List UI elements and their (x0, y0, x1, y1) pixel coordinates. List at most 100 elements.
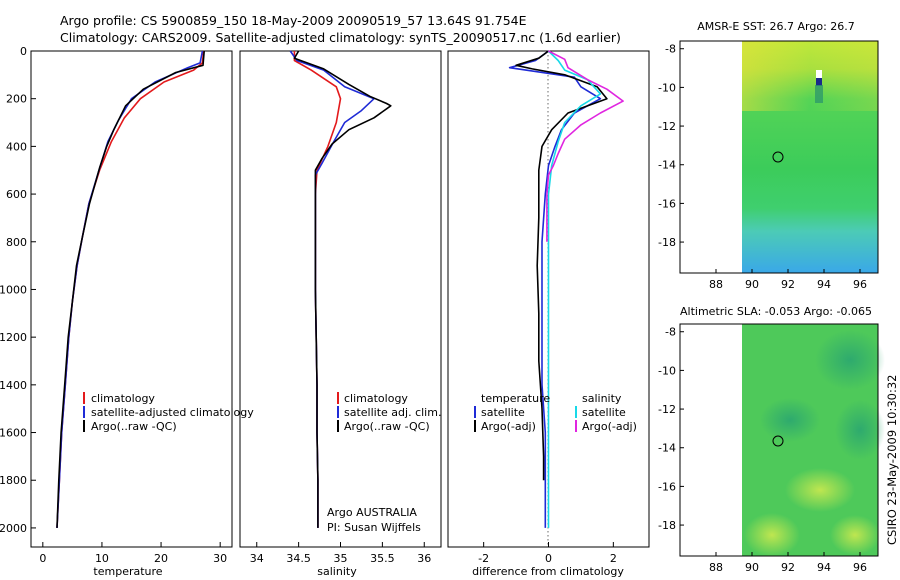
x-tick-label: 34 (250, 552, 264, 565)
x-tick-label: 2 (610, 552, 617, 565)
x-tick-label: 34.5 (286, 552, 311, 565)
temperature-x-axis: 0 10 20 30 (39, 542, 227, 565)
profile-location-marker (772, 435, 784, 447)
lon-tick-label: 92 (781, 561, 795, 574)
temperature-lines (56, 50, 205, 528)
sst-warm-overlay (742, 41, 878, 111)
legend-label-argo: Argo(..raw -QC) (91, 420, 177, 433)
depth-tick-label: 1800 (0, 474, 27, 487)
series-line-satellite-adj-clim (289, 50, 375, 528)
lat-tick-label: -16 (658, 480, 676, 493)
x-tick-label: -2 (478, 552, 489, 565)
temperature-axes-frame (30, 50, 233, 548)
lat-tick-label: -16 (658, 197, 676, 210)
sla-anomaly-patch (744, 513, 800, 557)
lat-tick-label: -12 (658, 120, 676, 133)
depth-axis: 0 200 400 600 800 1000 1200 1400 1600 1800 2000 (0, 45, 36, 535)
lon-tick-label: 96 (853, 278, 867, 291)
series-line-salinity-argo-adj (546, 50, 624, 242)
legend-label-temp-satellite: satellite (481, 406, 525, 419)
sla-lat-axis: -8 -10 -12 -14 -16 -18 (658, 326, 684, 532)
series-line-argo-raw-qc (56, 50, 205, 528)
difference-lines (508, 50, 624, 528)
series-line-satellite-adjusted-climatology (56, 50, 204, 528)
x-tick-label: 30 (213, 552, 227, 565)
difference-legend: temperature satellite Argo(-adj) salinit… (474, 392, 637, 433)
x-tick-label: 0 (545, 552, 552, 565)
lon-tick-label: 94 (817, 561, 831, 574)
depth-tick-label: 2000 (0, 522, 27, 535)
depth-tick-label: 200 (6, 93, 27, 106)
sst-map-title: AMSR-E SST: 26.7 Argo: 26.7 (697, 20, 855, 33)
series-line-salinity-satellite (547, 50, 602, 528)
x-tick-label: 20 (154, 552, 168, 565)
depth-tick-label: 1000 (0, 283, 27, 296)
lon-tick-label: 90 (745, 278, 759, 291)
legend-label-satellite: satellite-adjusted climatology (91, 406, 254, 419)
profile-location-marker (772, 151, 784, 163)
depth-tick-label: 0 (20, 45, 27, 58)
x-tick-label: 35 (334, 552, 348, 565)
side-timestamp-label: CSIRO 23-May-2009 10:30:32 (885, 375, 899, 546)
sst-axes-frame (679, 40, 879, 274)
sla-anomaly-patch (815, 330, 885, 390)
legend-label-argo: Argo(..raw -QC) (344, 420, 430, 433)
depth-tick-label: 1600 (0, 427, 27, 440)
difference-xlabel: difference from climatology (472, 565, 624, 578)
lat-tick-label: -12 (658, 403, 676, 416)
depth-tick-label: 600 (6, 188, 27, 201)
lat-tick-label: -10 (658, 364, 676, 377)
lon-tick-label: 88 (709, 278, 723, 291)
lat-tick-label: -8 (665, 326, 676, 339)
difference-x-axis: -2 0 2 (478, 542, 617, 565)
depth-tick-label: 800 (6, 236, 27, 249)
argo-country-annotation: Argo AUSTRALIA (327, 506, 417, 519)
legend-label-temp-argo: Argo(-adj) (481, 420, 536, 433)
lat-tick-label: -14 (658, 442, 676, 455)
lat-tick-label: -18 (658, 236, 676, 249)
lon-tick-label: 88 (709, 561, 723, 574)
sla-axes-frame (679, 323, 879, 557)
temperature-legend: climatology satellite-adjusted climatolo… (83, 392, 254, 433)
pi-annotation: PI: Susan Wijffels (327, 521, 421, 534)
sst-missing-pixel (815, 85, 823, 103)
series-line-argo-raw-qc (293, 50, 392, 528)
salinity-lines (289, 50, 392, 528)
salinity-panel: 34 34.5 35 35.5 36 salinity climatology sate… (239, 50, 442, 578)
x-tick-label: 10 (95, 552, 109, 565)
legend-label-climatology: climatology (91, 392, 155, 405)
x-tick-label: 36 (417, 552, 431, 565)
sla-map-panel: Altimetric SLA: -0.053 Argo: -0.065 88 90… (658, 305, 885, 574)
x-tick-label: 35.5 (370, 552, 395, 565)
sla-anomaly-patch (835, 400, 885, 460)
figure-title-line1: Argo profile: CS 5900859_150 18-May-2009… (60, 13, 527, 28)
sla-anomaly-patch (830, 515, 880, 555)
legend-label-sal-satellite: satellite (582, 406, 626, 419)
sst-lat-axis: -8 -10 -12 -14 -16 -18 (658, 43, 684, 249)
depth-tick-label: 1200 (0, 331, 27, 344)
sla-map-title: Altimetric SLA: -0.053 Argo: -0.065 (680, 305, 872, 318)
lon-tick-label: 90 (745, 561, 759, 574)
salinity-xlabel: salinity (317, 565, 357, 578)
sst-lon-axis: 88 90 92 94 96 (709, 269, 867, 291)
salinity-axes-frame (239, 50, 442, 548)
series-line-climatology (56, 50, 205, 528)
legend-title-temperature: temperature (481, 392, 550, 405)
series-line-temperature-argo-adj (515, 50, 608, 481)
legend-label-climatology: climatology (344, 392, 408, 405)
sla-anomaly-patch (760, 398, 820, 442)
lat-tick-label: -10 (658, 81, 676, 94)
lon-tick-label: 96 (853, 561, 867, 574)
depth-tick-label: 1400 (0, 379, 27, 392)
legend-title-salinity: salinity (582, 392, 622, 405)
temperature-xlabel: temperature (93, 565, 162, 578)
lon-tick-label: 92 (781, 278, 795, 291)
difference-panel: -2 0 2 difference from climatology tempera… (447, 50, 650, 578)
temperature-panel: 0 200 400 600 800 1000 1200 1400 1600 1800 2000 0 1… (0, 45, 254, 578)
sla-lon-axis: 88 90 92 94 96 (709, 552, 867, 574)
lat-tick-label: -18 (658, 519, 676, 532)
sst-map-panel: AMSR-E SST: 26.7 Argo: 26.7 88 90 92 94 96 -… (658, 20, 879, 291)
legend-label-satellite: satellite adj. clim. (344, 406, 441, 419)
x-tick-label: 0 (39, 552, 46, 565)
